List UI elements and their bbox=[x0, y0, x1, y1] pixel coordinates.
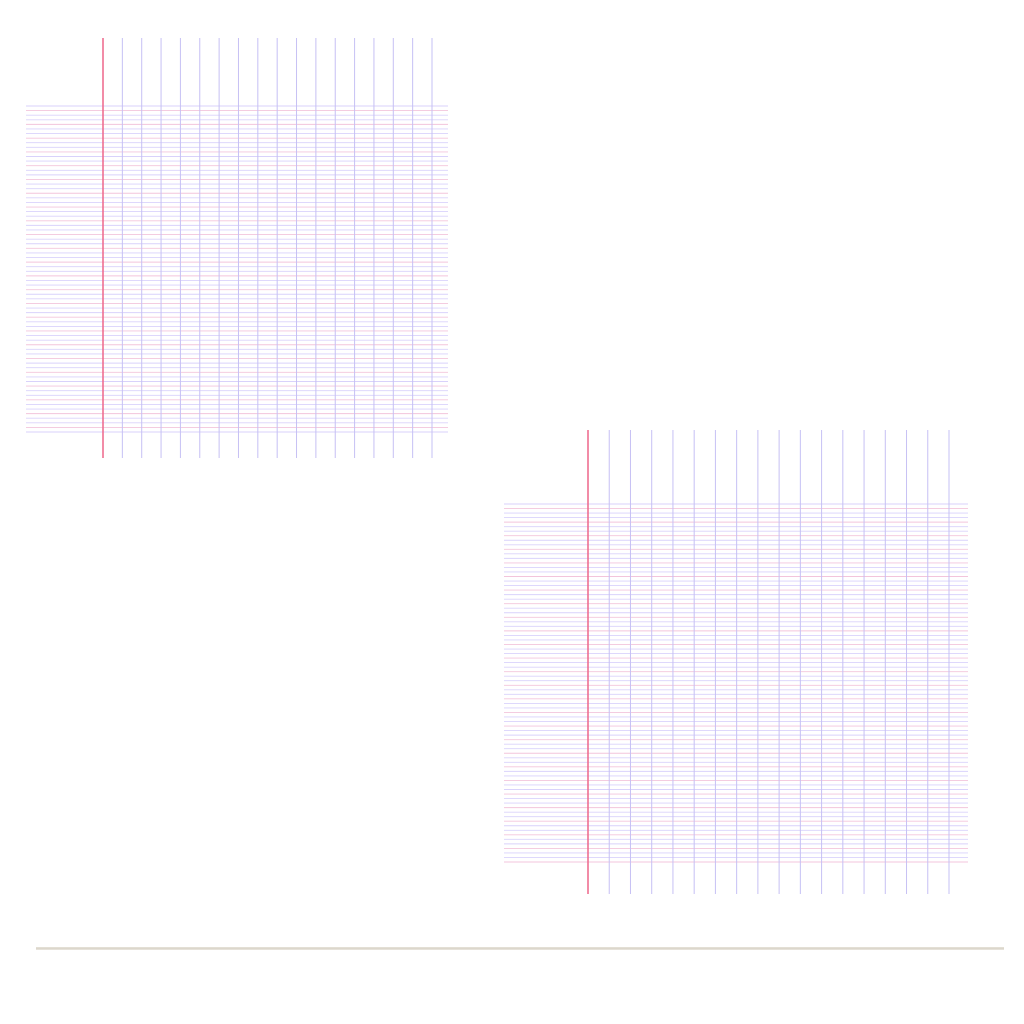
ruled-grid-sheet-bottom-right bbox=[504, 430, 968, 894]
ruled-grid-sheet-top-left bbox=[26, 38, 448, 458]
footer-divider bbox=[36, 947, 1004, 950]
